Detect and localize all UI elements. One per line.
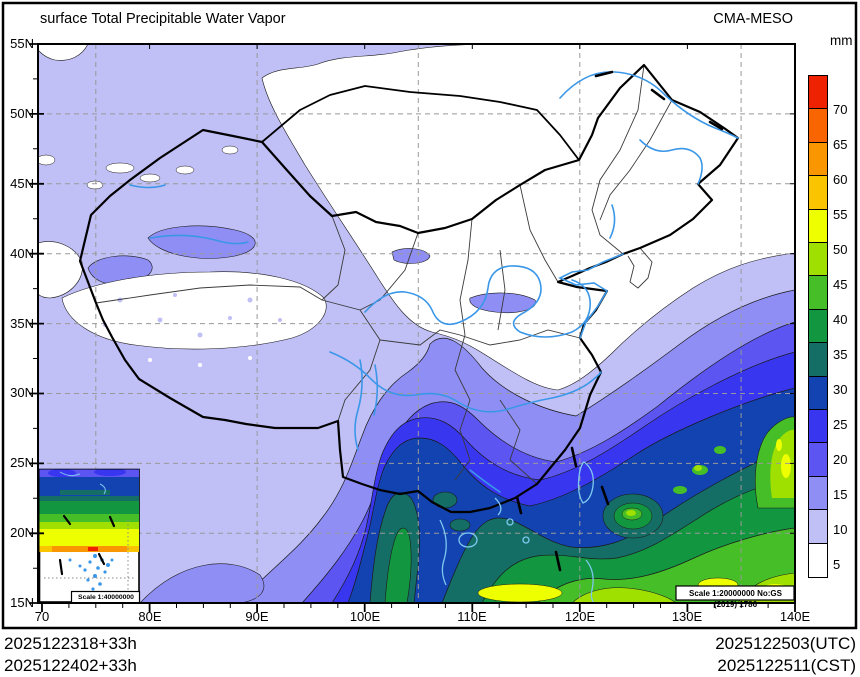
rivers	[129, 71, 739, 493]
colorbar-cell	[808, 75, 828, 110]
colorbar-tick: 25	[833, 417, 848, 432]
colorbar-tick: 50	[833, 242, 848, 257]
inset-map	[38, 468, 141, 604]
colorbar-cell	[808, 475, 828, 511]
colorbar-tick: 5	[833, 557, 841, 572]
graticule	[38, 44, 795, 603]
colorbar-tick: 30	[833, 382, 848, 397]
inset-island-dots	[68, 554, 114, 591]
lat-tick-label: 25N	[10, 455, 34, 470]
colorbar-cell	[808, 141, 828, 177]
page-title: surface Total Precipitable Water Vapor	[40, 11, 286, 27]
colorbar-cell	[808, 208, 828, 244]
colorbar-cell	[808, 308, 828, 344]
lat-tick-label: 45N	[10, 176, 34, 191]
lon-tick-label: 120E	[564, 609, 596, 624]
init-time-utc: 2025122318+33h	[4, 634, 137, 653]
colorbar-cell	[808, 442, 828, 478]
colorbar-tick: 20	[833, 452, 848, 467]
model-name: CMA-MESO	[713, 11, 793, 27]
colorbar	[808, 75, 828, 578]
colorbar-unit: mm	[830, 33, 853, 48]
colorbar-tick: 15	[833, 487, 848, 502]
contour-field	[38, 44, 795, 603]
colorbar-cell	[808, 509, 828, 545]
lon-tick-label: 140E	[779, 609, 811, 624]
valid-time-utc: 2025122503(UTC)	[715, 634, 856, 653]
colorbar-cell	[808, 175, 828, 211]
dry-region-pamir	[38, 241, 83, 299]
lat-tick-label: 15N	[10, 595, 34, 610]
lat-tick-label: 35N	[10, 316, 34, 331]
outer-frame	[1, 1, 858, 630]
colorbar-cell	[808, 375, 828, 411]
lat-tick-label: 50N	[10, 106, 34, 121]
colorbar-cell	[808, 108, 828, 144]
axis-ticks	[29, 43, 796, 612]
colorbar-cell	[808, 242, 828, 278]
dry-region-tibet	[61, 271, 327, 350]
init-time-cst: 2025122402+33h	[4, 656, 137, 675]
lon-tick-label: 110E	[457, 609, 487, 624]
lon-tick-label: 130E	[671, 609, 703, 624]
lat-tick-label: 20N	[10, 525, 34, 540]
island-outlines	[439, 461, 595, 603]
scale-note-inset: Scale 1:40000000	[78, 594, 134, 601]
lat-tick-label: 40N	[10, 246, 34, 261]
lat-tick-label: 55N	[10, 36, 34, 51]
sea-boundary-dashes	[515, 70, 724, 572]
valid-time-cst: 2025122511(CST)	[717, 656, 856, 675]
colorbar-tick: 65	[833, 137, 848, 152]
colorbar-tick: 70	[833, 102, 848, 117]
colorbar-tick: 10	[833, 522, 848, 537]
colorbar-tick: 35	[833, 347, 848, 362]
colorbar-tick: 60	[833, 172, 848, 187]
lon-tick-label: 100E	[349, 609, 381, 624]
lat-tick-label: 30N	[10, 385, 34, 400]
lon-tick-label: 90E	[245, 609, 269, 624]
colorbar-tick: 40	[833, 312, 848, 327]
colorbar-cell	[808, 275, 828, 311]
colorbar-cell	[808, 409, 828, 445]
dry-region-mongolia-northeast	[261, 44, 795, 391]
province-borders	[95, 64, 673, 485]
lon-tick-label: 70	[34, 609, 50, 624]
colorbar-cell	[808, 542, 828, 578]
colorbar-tick: 45	[833, 277, 848, 292]
mongolia-border	[261, 85, 580, 161]
colorbar-cell	[808, 342, 828, 378]
colorbar-tick: 55	[833, 207, 848, 222]
scale-note-main: Scale 1:20000000 No:GS (2019) 1786	[689, 589, 782, 609]
lon-tick-label: 80E	[138, 609, 162, 624]
dry-region-topleft	[38, 44, 89, 61]
